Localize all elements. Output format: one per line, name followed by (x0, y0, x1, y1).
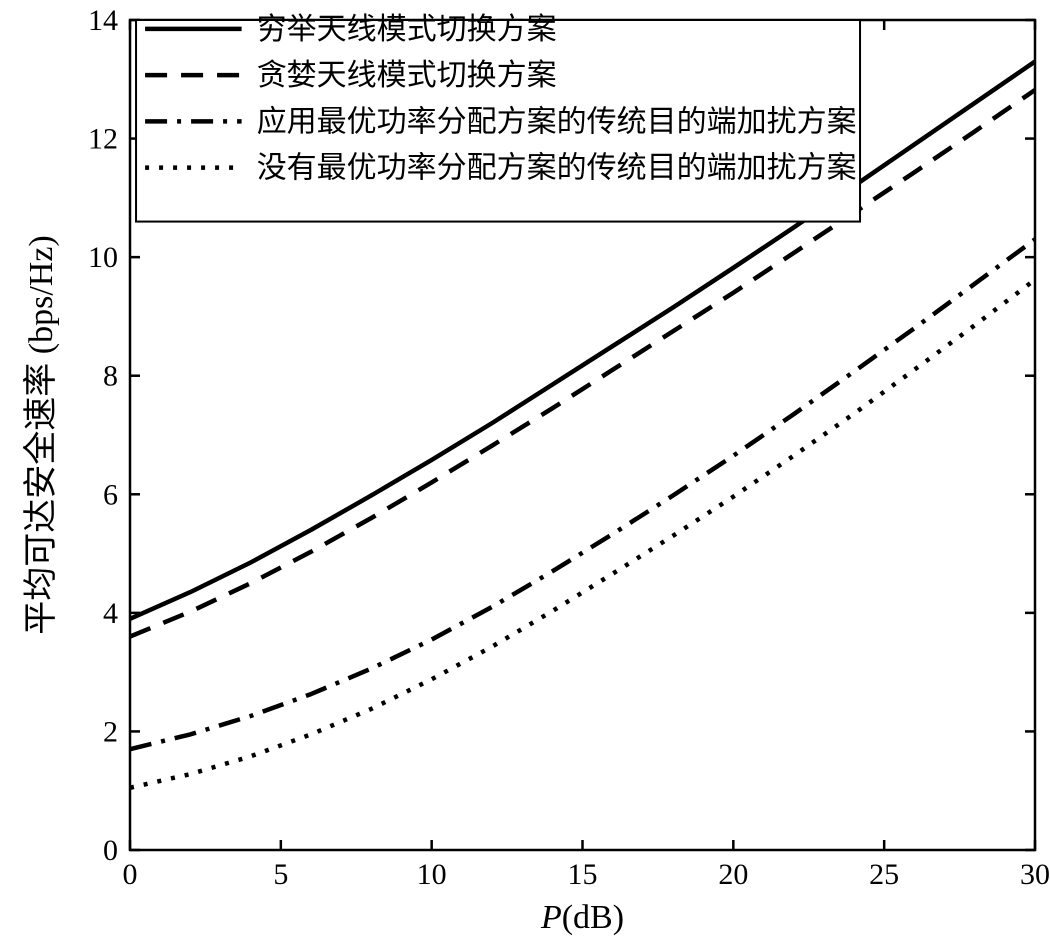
x-tick-label: 30 (1020, 858, 1050, 891)
legend-label-0: 穷举天线模式切换方案 (257, 13, 557, 46)
x-tick-label: 20 (718, 858, 748, 891)
x-tick-label: 10 (417, 858, 447, 891)
y-tick-label: 14 (88, 4, 118, 37)
x-axis-title: P(dB) (540, 899, 624, 936)
line-chart: 0 5 10 15 20 25 30 0 2 4 6 8 10 12 14 P(dB) 平均可达安全速率 (bp… (0, 0, 1050, 943)
y-tick-label: 4 (103, 597, 118, 630)
y-tick-label: 8 (103, 360, 118, 393)
legend-label-2: 应用最优功率分配方案的传统目的端加扰方案 (257, 105, 857, 138)
legend-label-3: 没有最优功率分配方案的传统目的端加扰方案 (257, 152, 857, 185)
y-tick-label: 2 (103, 715, 118, 748)
x-tick-label: 0 (123, 858, 138, 891)
legend-label-1: 贪婪天线模式切换方案 (257, 59, 557, 92)
chart-container: 0 5 10 15 20 25 30 0 2 4 6 8 10 12 14 P(dB) 平均可达安全速率 (bp… (0, 0, 1050, 943)
y-tick-label: 10 (88, 241, 118, 274)
y-tick-label: 0 (103, 834, 118, 867)
x-tick-label: 5 (273, 858, 288, 891)
y-tick-label: 12 (88, 123, 118, 156)
y-axis-title: 平均可达安全速率 (bps/Hz) (22, 235, 60, 634)
y-tick-label: 6 (103, 478, 118, 511)
x-tick-label: 15 (568, 858, 598, 891)
x-tick-label: 25 (869, 858, 899, 891)
